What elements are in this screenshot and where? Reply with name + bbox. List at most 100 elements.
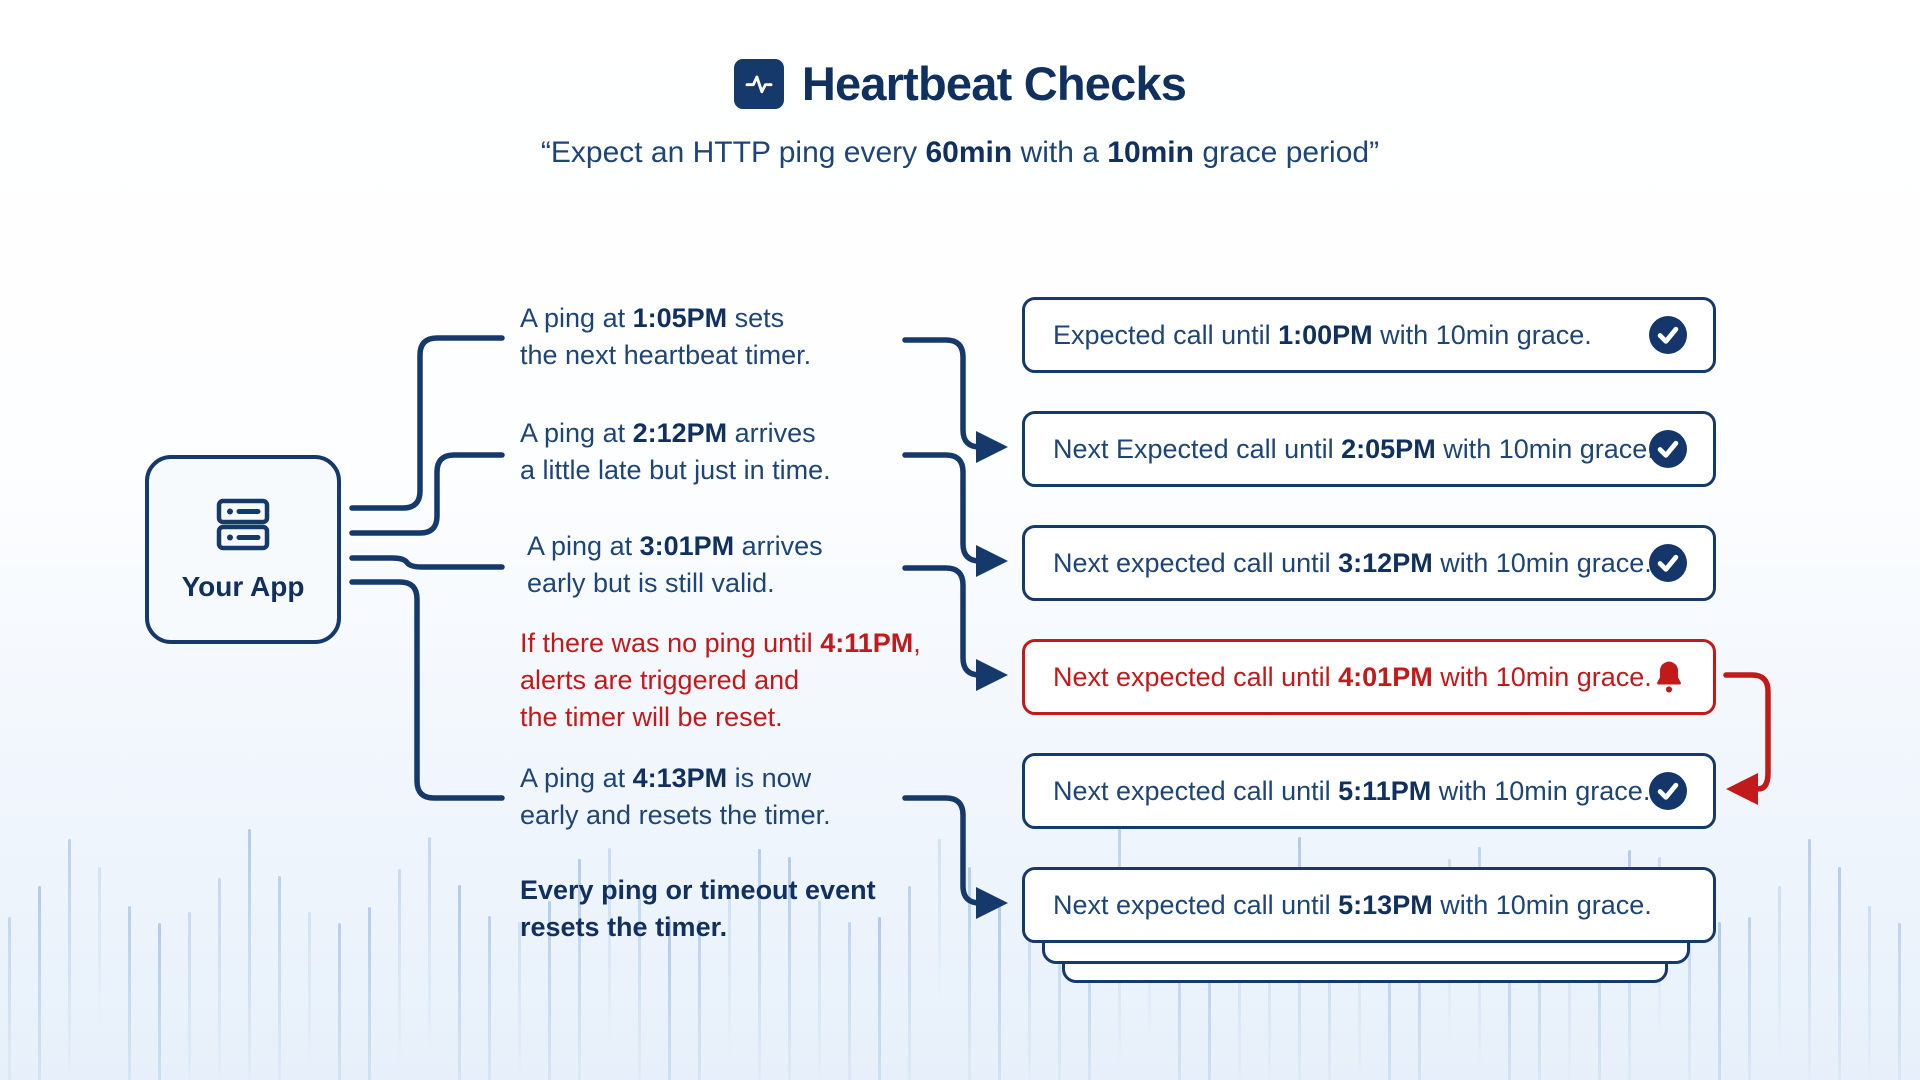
waveform-bar <box>938 839 941 1005</box>
annotation-note-ping-301: A ping at 3:01PM arrives early but is sti… <box>527 528 823 602</box>
waveform-bar <box>1418 901 1421 1080</box>
note-line: A ping at 3:01PM arrives <box>527 531 823 561</box>
card-text: Next expected call until 5:11PM with 10m… <box>1053 775 1651 806</box>
waveform-bar <box>1178 911 1181 1080</box>
connector-app-to-ping-212 <box>349 452 505 536</box>
timeline-card-window-401: Next expected call until 4:01PM with 10m… <box>1022 639 1716 715</box>
card-status <box>1651 658 1687 696</box>
card-text: Next expected call until 4:01PM with 10m… <box>1053 661 1652 692</box>
waveform-bar <box>848 922 851 1080</box>
waveform-bar <box>398 869 401 1066</box>
note-line: alerts are triggered and <box>520 665 800 695</box>
waveform-bar <box>1898 923 1901 1080</box>
waveform-bar <box>1778 886 1781 1061</box>
bell-icon <box>1657 661 1681 693</box>
waveform-bar <box>878 917 881 1080</box>
note-line: If there was no ping until 4:11PM, <box>520 628 921 658</box>
card-status <box>1649 316 1687 354</box>
server-icon <box>211 496 275 559</box>
waveform-bar <box>578 859 581 1080</box>
timeline-card-window-513: Next expected call until 5:13PM with 10m… <box>1022 867 1716 943</box>
waveform-bar <box>1568 920 1571 1080</box>
note-line: the next heartbeat timer. <box>520 340 812 370</box>
waveform-bar <box>1388 922 1391 1080</box>
annotation-note-summary: Every ping or timeout event resets the ti… <box>520 872 876 946</box>
check-circle-icon <box>1649 316 1687 354</box>
note-line: early and resets the timer. <box>520 800 831 830</box>
note-line: A ping at 4:13PM is now <box>520 763 812 793</box>
timeline-card-window-312: Next expected call until 3:12PM with 10m… <box>1022 525 1716 601</box>
waveform-bar <box>248 829 251 1080</box>
waveform-bar <box>1808 839 1811 1080</box>
waveform-bar <box>1718 922 1721 1080</box>
card-text: Next Expected call until 2:05PM with 10m… <box>1053 433 1655 464</box>
arrowhead-card-6 <box>976 887 1008 919</box>
your-app-card: Your App <box>145 455 341 644</box>
waveform-bar <box>98 867 101 1025</box>
waveform-bar <box>1508 893 1511 1080</box>
connector-timeout-to-card-5 <box>1723 672 1771 792</box>
waveform-bar <box>698 920 701 1080</box>
waveform-bar <box>1838 867 1841 1080</box>
waveform-bar <box>1868 906 1871 1080</box>
annotation-note-ping-212: A ping at 2:12PM arrives a little late bu… <box>520 415 831 489</box>
waveform-bar <box>1238 907 1241 1080</box>
card-text: Next expected call until 3:12PM with 10m… <box>1053 547 1652 578</box>
waveform-bar <box>788 857 791 1080</box>
timeline-card-window-100: Expected call until 1:00PM with 10min gr… <box>1022 297 1716 373</box>
waveform-bar <box>518 922 521 1080</box>
waveform-bar <box>968 867 971 1080</box>
waveform-bar <box>1358 916 1361 1080</box>
waveform-bar <box>998 906 1001 1080</box>
your-app-label: Your App <box>181 571 305 602</box>
heartbeat-icon <box>733 58 784 109</box>
waveform-bar <box>188 912 191 1080</box>
card-status <box>1649 544 1687 582</box>
page-header: Heartbeat Checks <box>0 56 1920 111</box>
note-line: a little late but just in time. <box>520 455 831 485</box>
waveform-bar <box>428 837 431 1053</box>
card-status <box>1649 772 1687 810</box>
waveform-bar <box>608 848 611 1043</box>
waveform-bar <box>308 912 311 1072</box>
waveform-bar <box>758 849 761 1080</box>
waveform-bar <box>488 916 491 1080</box>
waveform-bar <box>1058 912 1061 1080</box>
card-status <box>1649 430 1687 468</box>
annotation-note-ping-105: A ping at 1:05PM sets the next heartbeat … <box>520 300 811 374</box>
arrowhead-card-3 <box>976 545 1008 577</box>
connector-app-to-ping-301 <box>349 555 505 570</box>
connector-ping-105-to-card-2 <box>902 337 983 450</box>
waveform-bar <box>728 894 731 1058</box>
arrowhead-card-2 <box>976 431 1008 463</box>
waveform-bar <box>128 906 131 1080</box>
connector-app-to-ping-105 <box>349 335 505 511</box>
note-line: resets the timer. <box>520 912 728 942</box>
check-circle-icon <box>1649 544 1687 582</box>
waveform-bar <box>818 900 821 1080</box>
waveform-bar <box>1208 923 1211 1080</box>
waveform-bar <box>368 907 371 1080</box>
arrowhead-card-4 <box>976 659 1008 691</box>
note-line: Every ping or timeout event <box>520 875 876 905</box>
waveform-bar <box>218 878 221 1080</box>
check-circle-icon <box>1649 772 1687 810</box>
waveform-bar <box>278 876 281 1080</box>
note-line: early but is still valid. <box>527 568 775 598</box>
waveform-bar <box>68 839 71 1080</box>
waveform-bar <box>638 893 641 1080</box>
waveform-bar <box>38 886 41 1080</box>
waveform-bar <box>668 919 671 1080</box>
timeline-card-window-511: Next expected call until 5:11PM with 10m… <box>1022 753 1716 829</box>
connector-ping-212-to-card-3 <box>902 452 983 564</box>
annotation-note-ping-413: A ping at 4:13PM is now early and resets … <box>520 760 831 834</box>
waveform-bar <box>1538 919 1541 1080</box>
waveform-bar <box>158 923 161 1080</box>
timeline-card-window-205: Next Expected call until 2:05PM with 10m… <box>1022 411 1716 487</box>
waveform-bar <box>908 886 911 1080</box>
annotation-note-timeout-411: If there was no ping until 4:11PM, alerts… <box>520 625 921 736</box>
page-title: Heartbeat Checks <box>801 57 1187 110</box>
check-circle-icon <box>1649 430 1687 468</box>
